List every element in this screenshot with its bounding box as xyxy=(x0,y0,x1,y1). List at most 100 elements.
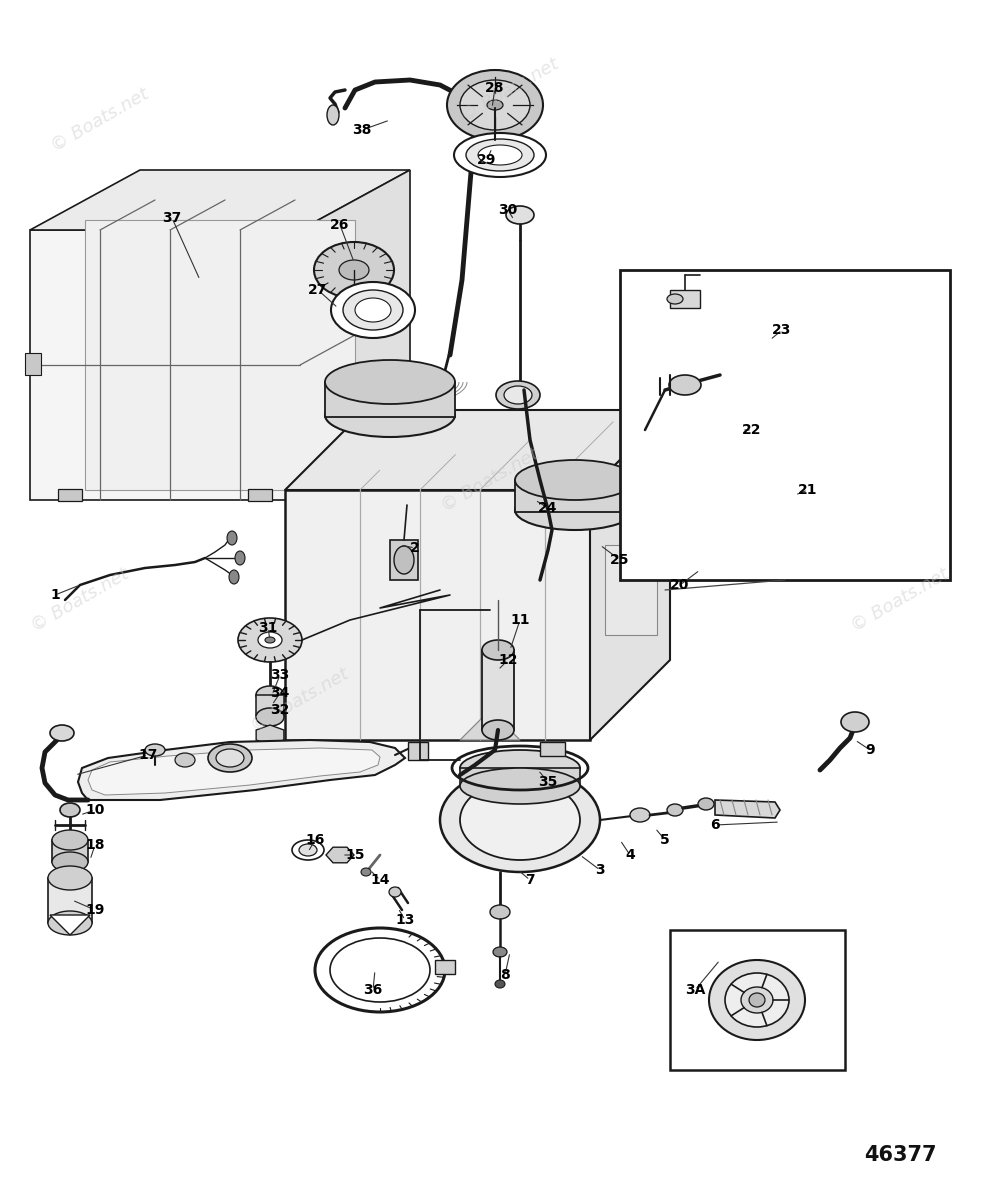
Ellipse shape xyxy=(669,374,701,395)
Ellipse shape xyxy=(330,938,430,1002)
Text: 26: 26 xyxy=(331,218,349,232)
Text: 10: 10 xyxy=(85,803,105,817)
Polygon shape xyxy=(285,490,590,740)
Ellipse shape xyxy=(667,804,683,816)
Ellipse shape xyxy=(515,460,635,500)
Ellipse shape xyxy=(52,852,88,872)
Text: 28: 28 xyxy=(486,80,505,95)
Text: © Boats.net: © Boats.net xyxy=(28,565,132,635)
Text: © Boats.net: © Boats.net xyxy=(248,665,352,736)
Ellipse shape xyxy=(52,830,88,850)
Polygon shape xyxy=(460,710,520,740)
Text: 3: 3 xyxy=(595,863,605,877)
Ellipse shape xyxy=(216,749,244,767)
Ellipse shape xyxy=(48,911,92,935)
Bar xyxy=(390,540,418,580)
Text: 15: 15 xyxy=(345,848,365,862)
Polygon shape xyxy=(285,410,670,490)
Text: 1: 1 xyxy=(50,588,60,602)
Ellipse shape xyxy=(698,798,714,810)
Ellipse shape xyxy=(208,744,252,772)
Ellipse shape xyxy=(235,551,245,565)
Ellipse shape xyxy=(145,744,165,756)
Text: 12: 12 xyxy=(498,653,518,667)
Ellipse shape xyxy=(460,780,580,860)
Ellipse shape xyxy=(709,960,805,1040)
Bar xyxy=(670,930,845,1070)
Text: 25: 25 xyxy=(610,553,630,566)
Polygon shape xyxy=(715,800,780,818)
Polygon shape xyxy=(78,740,405,800)
Text: © Boats.net: © Boats.net xyxy=(848,565,952,635)
Ellipse shape xyxy=(299,844,317,856)
Ellipse shape xyxy=(454,133,546,176)
Text: 9: 9 xyxy=(865,743,875,757)
Text: 18: 18 xyxy=(85,838,105,852)
Ellipse shape xyxy=(504,386,532,404)
Text: 16: 16 xyxy=(305,833,325,847)
Ellipse shape xyxy=(725,973,789,1027)
Ellipse shape xyxy=(292,840,324,860)
Text: 36: 36 xyxy=(363,983,383,997)
Text: 20: 20 xyxy=(670,578,690,592)
Ellipse shape xyxy=(229,570,239,584)
Bar xyxy=(358,428,382,440)
Ellipse shape xyxy=(478,145,522,164)
Polygon shape xyxy=(50,914,90,935)
Bar xyxy=(670,290,700,308)
Polygon shape xyxy=(30,170,410,230)
Bar xyxy=(408,742,428,760)
Polygon shape xyxy=(88,748,380,794)
Text: 13: 13 xyxy=(395,913,415,926)
Bar xyxy=(248,490,272,502)
Ellipse shape xyxy=(315,928,445,1012)
Bar xyxy=(435,960,455,974)
Text: 34: 34 xyxy=(271,686,289,700)
Text: 23: 23 xyxy=(772,323,792,337)
Bar xyxy=(460,768,580,786)
Ellipse shape xyxy=(50,725,74,740)
Ellipse shape xyxy=(325,392,455,437)
Text: 3A: 3A xyxy=(685,983,705,997)
Ellipse shape xyxy=(515,490,635,530)
Ellipse shape xyxy=(48,866,92,890)
Bar xyxy=(58,490,82,502)
Ellipse shape xyxy=(749,994,765,1007)
Ellipse shape xyxy=(440,768,600,872)
Text: 17: 17 xyxy=(138,748,158,762)
Text: 37: 37 xyxy=(163,211,181,226)
Bar xyxy=(48,878,92,923)
Text: © Boats.net: © Boats.net xyxy=(438,445,542,515)
Ellipse shape xyxy=(260,748,284,762)
Text: 2: 2 xyxy=(410,541,420,554)
Bar xyxy=(52,840,88,862)
Ellipse shape xyxy=(60,803,80,817)
Ellipse shape xyxy=(841,712,869,732)
Ellipse shape xyxy=(238,618,302,662)
Text: 46377: 46377 xyxy=(863,1145,936,1165)
Ellipse shape xyxy=(227,530,237,545)
Bar xyxy=(515,480,635,512)
Ellipse shape xyxy=(460,80,530,130)
Bar xyxy=(482,650,514,730)
Ellipse shape xyxy=(252,743,292,767)
Text: 31: 31 xyxy=(258,622,278,635)
Bar xyxy=(256,695,284,716)
Ellipse shape xyxy=(265,637,275,643)
Polygon shape xyxy=(85,220,355,490)
Text: 35: 35 xyxy=(539,775,557,790)
Text: 27: 27 xyxy=(308,283,328,296)
Bar xyxy=(620,270,950,580)
Ellipse shape xyxy=(355,298,391,322)
Ellipse shape xyxy=(343,290,403,330)
Ellipse shape xyxy=(325,360,455,404)
Ellipse shape xyxy=(314,242,394,298)
Polygon shape xyxy=(590,410,670,740)
Polygon shape xyxy=(30,230,300,500)
Ellipse shape xyxy=(490,905,510,919)
Ellipse shape xyxy=(447,70,543,140)
Text: 33: 33 xyxy=(271,668,289,682)
Ellipse shape xyxy=(630,808,650,822)
Text: 32: 32 xyxy=(271,703,289,716)
Ellipse shape xyxy=(466,139,534,170)
